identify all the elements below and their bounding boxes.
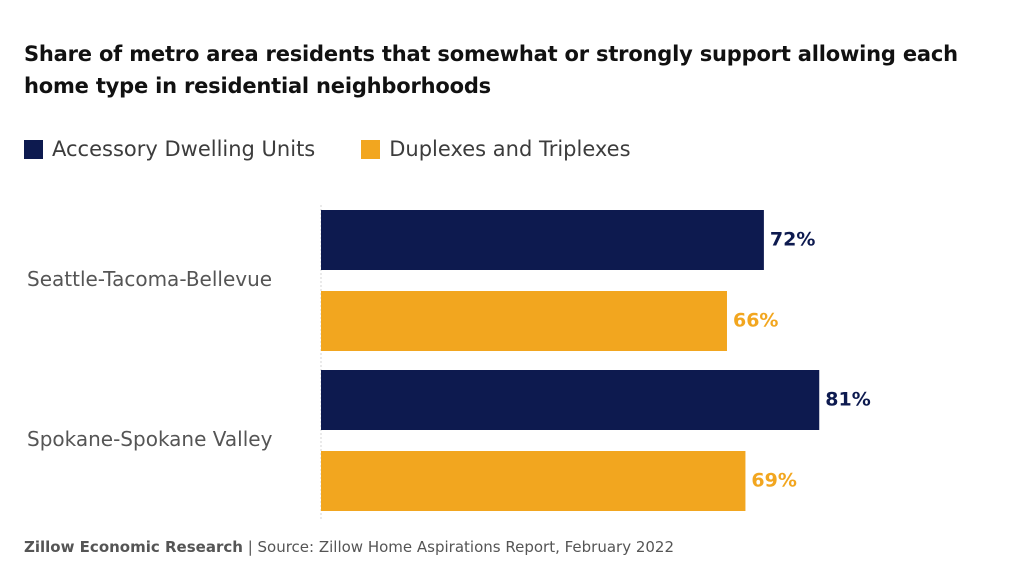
bar-duplex — [321, 451, 746, 511]
bar-adu — [321, 210, 764, 270]
value-label: 72% — [770, 229, 815, 251]
footer-source-text: | Source: Zillow Home Aspirations Report… — [242, 538, 675, 556]
legend-swatch-duplex — [361, 139, 381, 159]
category-label: Seattle-Tacoma-Bellevue — [27, 267, 272, 291]
chart-title: Share of metro area residents that somew… — [24, 42, 958, 98]
legend-item-adu: Accessory Dwelling Units — [24, 137, 315, 161]
bar-adu — [321, 370, 820, 430]
legend-swatch-adu — [24, 139, 43, 159]
bar-duplex — [321, 291, 727, 351]
legend-label-adu: Accessory Dwelling Units — [52, 137, 316, 161]
footer-org: Zillow Economic Research — [24, 538, 243, 556]
category-label: Spokane-Spokane Valley — [27, 427, 273, 451]
footer-source: Zillow Economic Research | Source: Zillo… — [24, 538, 674, 556]
value-label: 69% — [751, 470, 796, 492]
legend: Accessory Dwelling Units Duplexes and Tr… — [24, 132, 677, 166]
value-label: 66% — [733, 310, 778, 332]
legend-item-duplex: Duplexes and Triplexes — [361, 137, 631, 161]
legend-label-duplex: Duplexes and Triplexes — [389, 137, 631, 161]
value-label: 81% — [825, 389, 870, 411]
